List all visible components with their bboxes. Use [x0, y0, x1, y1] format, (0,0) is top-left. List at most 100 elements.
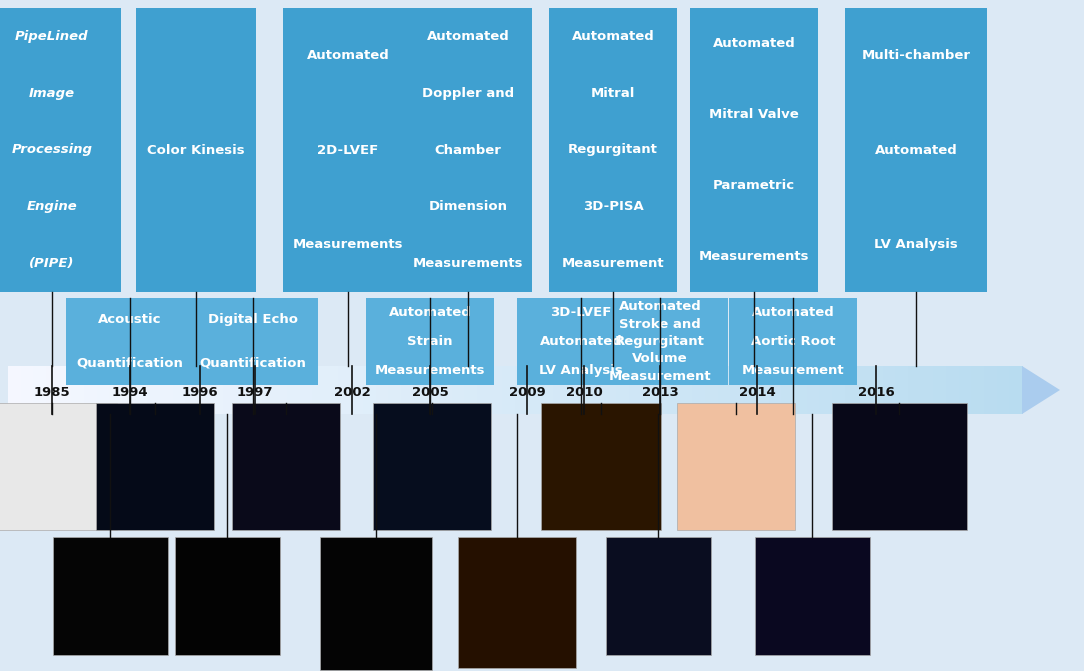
FancyBboxPatch shape [517, 298, 645, 385]
Text: 2016: 2016 [857, 386, 894, 399]
Text: Quantification: Quantification [77, 357, 183, 370]
FancyBboxPatch shape [895, 366, 908, 414]
FancyBboxPatch shape [274, 366, 287, 414]
FancyBboxPatch shape [642, 366, 655, 414]
FancyBboxPatch shape [730, 298, 857, 385]
FancyBboxPatch shape [946, 366, 959, 414]
Text: Image: Image [29, 87, 75, 100]
FancyBboxPatch shape [52, 537, 168, 655]
FancyBboxPatch shape [363, 366, 376, 414]
Text: Measurement: Measurement [562, 257, 664, 270]
Text: Quantification: Quantification [199, 357, 307, 370]
FancyBboxPatch shape [655, 366, 668, 414]
Text: Mitral Valve: Mitral Valve [709, 108, 799, 121]
FancyBboxPatch shape [820, 366, 833, 414]
FancyBboxPatch shape [185, 366, 198, 414]
Text: 2013: 2013 [642, 386, 679, 399]
FancyBboxPatch shape [769, 366, 782, 414]
Text: Regurgitant: Regurgitant [615, 335, 705, 348]
Text: Automated: Automated [427, 30, 509, 43]
FancyBboxPatch shape [549, 8, 678, 292]
FancyBboxPatch shape [325, 366, 338, 414]
FancyBboxPatch shape [249, 366, 262, 414]
FancyBboxPatch shape [617, 366, 630, 414]
FancyBboxPatch shape [8, 366, 22, 414]
FancyBboxPatch shape [756, 366, 769, 414]
FancyBboxPatch shape [667, 366, 681, 414]
Text: Color Kinesis: Color Kinesis [147, 144, 245, 156]
FancyBboxPatch shape [96, 366, 109, 414]
FancyBboxPatch shape [958, 366, 971, 414]
Text: Mitral: Mitral [591, 87, 635, 100]
FancyBboxPatch shape [337, 366, 351, 414]
Text: Measurement: Measurement [741, 364, 844, 377]
Text: 1997: 1997 [236, 386, 273, 399]
Text: 2009: 2009 [508, 386, 545, 399]
FancyBboxPatch shape [21, 366, 34, 414]
Text: Chamber: Chamber [435, 144, 502, 156]
FancyBboxPatch shape [869, 366, 883, 414]
Text: Automated: Automated [751, 306, 835, 319]
Text: Strain: Strain [408, 335, 453, 348]
FancyBboxPatch shape [299, 366, 312, 414]
FancyBboxPatch shape [452, 366, 465, 414]
Text: Stroke and: Stroke and [619, 317, 701, 331]
FancyBboxPatch shape [188, 298, 318, 385]
FancyBboxPatch shape [198, 366, 211, 414]
Text: PipeLined: PipeLined [15, 30, 89, 43]
Text: Automated: Automated [307, 49, 389, 62]
FancyBboxPatch shape [223, 366, 236, 414]
FancyBboxPatch shape [604, 366, 617, 414]
FancyBboxPatch shape [72, 366, 85, 414]
FancyBboxPatch shape [971, 366, 984, 414]
FancyBboxPatch shape [920, 366, 933, 414]
FancyBboxPatch shape [320, 537, 433, 670]
FancyBboxPatch shape [553, 366, 566, 414]
Text: Automated: Automated [571, 30, 655, 43]
FancyBboxPatch shape [793, 366, 806, 414]
FancyBboxPatch shape [0, 8, 121, 292]
Text: Doppler and: Doppler and [422, 87, 514, 100]
Text: 1985: 1985 [34, 386, 70, 399]
FancyBboxPatch shape [705, 366, 719, 414]
Text: 2D-LVEF: 2D-LVEF [318, 144, 378, 156]
Text: 1996: 1996 [182, 386, 218, 399]
FancyBboxPatch shape [109, 366, 122, 414]
Text: Measurements: Measurements [375, 364, 486, 377]
FancyBboxPatch shape [502, 366, 516, 414]
Text: 2010: 2010 [566, 386, 603, 399]
FancyBboxPatch shape [287, 366, 300, 414]
FancyBboxPatch shape [375, 366, 389, 414]
FancyBboxPatch shape [175, 537, 280, 655]
FancyBboxPatch shape [160, 366, 173, 414]
FancyBboxPatch shape [414, 366, 427, 414]
FancyBboxPatch shape [261, 366, 274, 414]
FancyBboxPatch shape [34, 366, 47, 414]
FancyBboxPatch shape [136, 8, 256, 292]
FancyBboxPatch shape [846, 8, 988, 292]
FancyBboxPatch shape [134, 366, 147, 414]
FancyBboxPatch shape [366, 298, 494, 385]
Text: Automated: Automated [389, 306, 472, 319]
FancyBboxPatch shape [678, 403, 795, 530]
Text: Digital Echo: Digital Echo [208, 313, 298, 326]
Text: (PIPE): (PIPE) [29, 257, 75, 270]
Text: Measurements: Measurements [293, 238, 403, 251]
FancyBboxPatch shape [691, 8, 818, 292]
FancyBboxPatch shape [490, 366, 503, 414]
Text: 3D-PISA: 3D-PISA [582, 201, 644, 213]
Text: Acoustic: Acoustic [99, 313, 162, 326]
FancyBboxPatch shape [404, 8, 532, 292]
FancyBboxPatch shape [388, 366, 401, 414]
FancyBboxPatch shape [984, 366, 997, 414]
Text: 2014: 2014 [738, 386, 775, 399]
FancyBboxPatch shape [693, 366, 706, 414]
FancyBboxPatch shape [782, 366, 795, 414]
FancyBboxPatch shape [1009, 366, 1022, 414]
FancyBboxPatch shape [806, 366, 820, 414]
FancyBboxPatch shape [283, 8, 413, 292]
Text: Measurement: Measurement [609, 370, 711, 382]
Text: LV Analysis: LV Analysis [539, 364, 623, 377]
FancyBboxPatch shape [731, 366, 744, 414]
Text: Parametric: Parametric [713, 179, 795, 192]
